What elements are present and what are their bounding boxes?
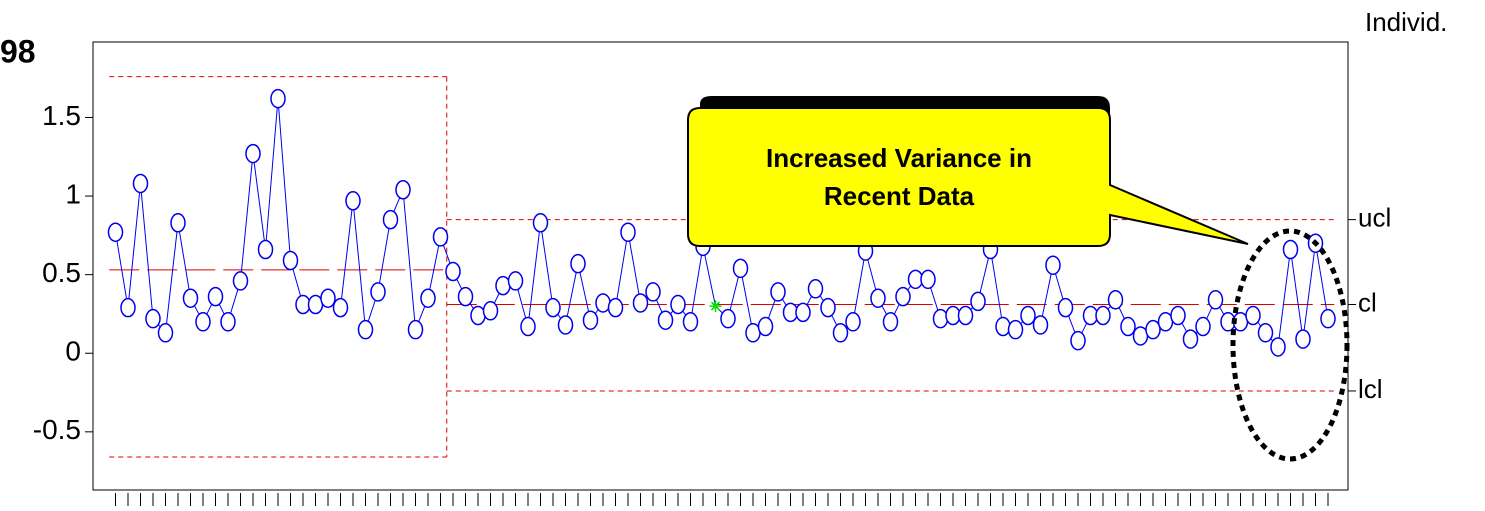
data-point [832, 323, 849, 343]
data-point [420, 288, 436, 308]
data-point [1282, 239, 1299, 260]
data-point [732, 258, 749, 279]
data-point [445, 261, 461, 282]
data-point [395, 180, 411, 200]
data-point [195, 312, 211, 332]
data-point [357, 319, 374, 340]
data-point [382, 209, 399, 230]
y-tick-label: 1.5 [42, 100, 81, 131]
data-point [545, 297, 561, 318]
data-point [220, 312, 236, 332]
limit-label: cl [1358, 287, 1377, 317]
data-point [1320, 308, 1336, 329]
data-point [1245, 305, 1261, 326]
data-point [457, 286, 474, 307]
data-point [1257, 323, 1274, 343]
y-tick-label: 1 [65, 178, 81, 209]
data-point [607, 297, 624, 318]
data-point [670, 294, 686, 315]
corner-label: 98 [0, 33, 36, 69]
data-point [345, 191, 361, 211]
data-point [957, 305, 974, 326]
callout-text: Increased Variance in [766, 143, 1032, 173]
data-point [895, 286, 911, 307]
data-point [770, 282, 786, 302]
callout-text: Recent Data [824, 181, 975, 211]
data-point [820, 297, 836, 318]
callout: Increased Variance in Recent Data [687, 96, 1249, 247]
data-point [870, 288, 886, 308]
data-point [507, 271, 524, 291]
data-point [932, 308, 949, 329]
data-point [1270, 337, 1286, 357]
y-tick-label: 0 [65, 336, 81, 367]
limit-label: ucl [1358, 203, 1391, 233]
data-point [107, 222, 124, 242]
data-point [645, 282, 661, 302]
data-point [1045, 255, 1061, 275]
data-point [720, 308, 736, 329]
data-point [657, 310, 674, 330]
data-point [582, 310, 599, 330]
data-point [407, 319, 424, 340]
data-point [232, 271, 249, 291]
data-point [795, 302, 811, 323]
data-point [245, 143, 261, 164]
data-point [1207, 290, 1224, 310]
data-point [1020, 305, 1036, 326]
data-point [1145, 319, 1161, 340]
data-point [270, 88, 286, 109]
data-point [757, 316, 774, 337]
data-point [170, 213, 186, 233]
data-point [370, 282, 386, 302]
data-point [157, 323, 174, 343]
data-point [482, 301, 499, 321]
highlight-ellipse [1230, 228, 1350, 462]
data-point [520, 316, 536, 337]
data-point [1032, 315, 1049, 335]
data-point [1007, 319, 1024, 340]
data-point [920, 269, 936, 290]
highlight-point [709, 300, 722, 313]
data-point [1057, 297, 1074, 318]
data-point [282, 250, 299, 271]
data-point [132, 173, 149, 194]
limit-label: lcl [1358, 374, 1383, 404]
data-point [882, 312, 899, 332]
data-point [120, 297, 136, 318]
data-point [1295, 329, 1311, 349]
data-point [145, 308, 161, 329]
data-point [1107, 290, 1124, 310]
data-point [1070, 330, 1086, 351]
data-point [620, 222, 636, 242]
chart-title: Individ. [1365, 7, 1447, 37]
data-point [207, 286, 224, 307]
y-tick-label: -0.5 [33, 414, 81, 445]
data-point [557, 315, 574, 335]
data-point [1170, 305, 1186, 326]
data-point [632, 293, 649, 313]
data-point [1095, 305, 1111, 326]
data-point [1120, 316, 1136, 337]
data-point [320, 288, 336, 308]
data-point [845, 312, 861, 332]
callout-box [687, 107, 1249, 247]
y-tick-label: 0.5 [42, 257, 81, 288]
data-point [682, 312, 699, 332]
data-point [995, 316, 1011, 337]
data-point [807, 279, 824, 299]
data-point [432, 227, 449, 247]
plot-frame [92, 41, 1349, 491]
data-point [332, 297, 349, 318]
data-point [1195, 316, 1211, 337]
data-point [257, 239, 274, 260]
data-point [570, 253, 586, 274]
data-point [532, 213, 549, 233]
data-point [1182, 329, 1199, 349]
data-point [970, 291, 986, 312]
data-point [182, 288, 199, 308]
